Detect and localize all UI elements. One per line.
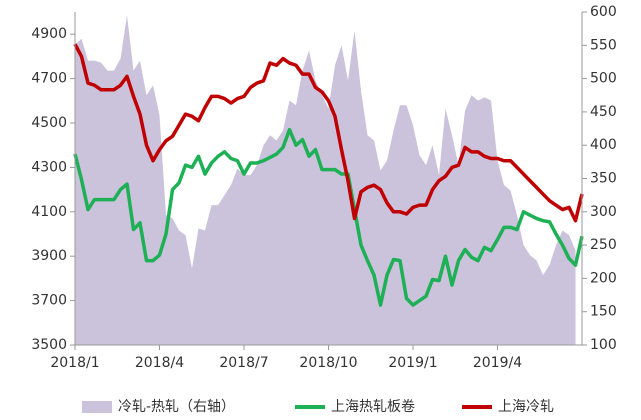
y-tick-label: 4700 <box>31 71 67 87</box>
y2-tick-label: 400 <box>590 137 617 153</box>
y-tick-label: 3500 <box>31 337 67 353</box>
y2-tick-label: 600 <box>590 4 617 20</box>
y-tick-label: 4300 <box>31 159 67 175</box>
y2-tick-label: 350 <box>590 171 617 187</box>
y2-tick-label: 100 <box>590 337 617 353</box>
y2-tick-label: 450 <box>590 104 617 120</box>
y-tick-label: 3700 <box>31 293 67 309</box>
y2-tick-label: 300 <box>590 204 617 220</box>
legend-swatch <box>82 401 112 413</box>
y2-tick-label: 250 <box>590 237 617 253</box>
y2-tick-label: 200 <box>590 270 617 286</box>
line <box>73 127 584 307</box>
area <box>75 15 576 346</box>
y-tick-label: 4100 <box>31 204 67 220</box>
legend-label: 上海冷轧 <box>498 399 554 415</box>
y2-tick-label: 500 <box>590 71 617 87</box>
x-tick-label: 2018/10 <box>299 355 357 371</box>
y-tick-label: 4500 <box>31 115 67 131</box>
legend-label: 冷轧-热轧（右轴） <box>118 399 235 415</box>
y-tick-label: 3900 <box>31 248 67 264</box>
x-tick-label: 2019/1 <box>388 355 437 371</box>
y-tick-label: 4900 <box>31 26 67 42</box>
x-tick-label: 2018/7 <box>219 355 268 371</box>
line <box>73 43 584 223</box>
y2-tick-label: 150 <box>590 304 617 320</box>
x-tick-label: 2018/1 <box>50 355 99 371</box>
legend-label: 上海热轧板卷 <box>331 399 415 415</box>
y2-tick-label: 550 <box>590 37 617 53</box>
x-tick-label: 2019/4 <box>473 355 522 371</box>
x-tick-label: 2018/4 <box>135 355 184 371</box>
